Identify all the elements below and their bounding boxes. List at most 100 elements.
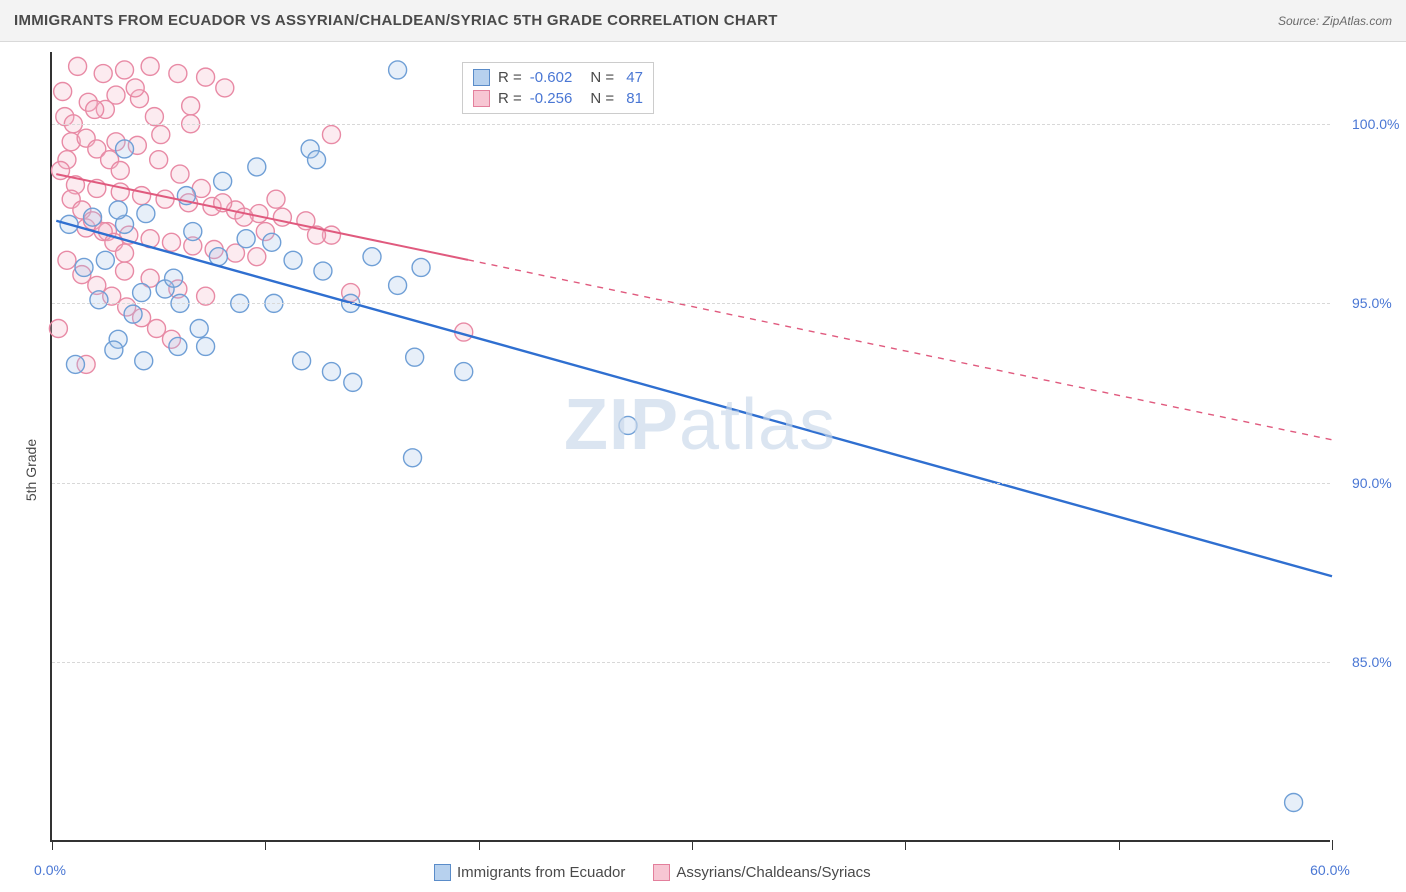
data-point xyxy=(54,83,72,101)
data-point xyxy=(182,97,200,115)
data-point xyxy=(406,348,424,366)
data-point xyxy=(137,205,155,223)
data-point xyxy=(75,258,93,276)
data-point xyxy=(111,162,129,180)
data-point xyxy=(322,126,340,144)
data-point xyxy=(248,158,266,176)
y-tick-label: 100.0% xyxy=(1352,116,1399,132)
data-point xyxy=(116,262,134,280)
data-point xyxy=(455,363,473,381)
legend-swatch xyxy=(434,864,451,881)
stats-legend-row: R = -0.256 N = 81 xyxy=(473,88,643,109)
data-point xyxy=(94,65,112,83)
stats-n-label: N = xyxy=(590,88,614,109)
data-point xyxy=(66,355,84,373)
x-tick xyxy=(1119,840,1120,850)
y-tick-label: 90.0% xyxy=(1352,475,1392,491)
x-tick-label: 0.0% xyxy=(34,862,66,878)
data-point xyxy=(49,320,67,338)
y-tick-label: 85.0% xyxy=(1352,654,1392,670)
x-tick xyxy=(1332,840,1333,850)
data-point xyxy=(133,284,151,302)
data-point xyxy=(248,248,266,266)
grid-line xyxy=(52,124,1330,125)
data-point xyxy=(308,151,326,169)
data-point xyxy=(165,269,183,287)
data-point xyxy=(169,337,187,355)
stats-legend-row: R = -0.602 N = 47 xyxy=(473,67,643,88)
data-point xyxy=(389,61,407,79)
x-tick xyxy=(692,840,693,850)
data-point xyxy=(116,140,134,158)
source-attribution: Source: ZipAtlas.com xyxy=(1278,14,1392,28)
trend-line-extrapolated xyxy=(468,260,1332,440)
data-point xyxy=(58,251,76,269)
y-tick-label: 95.0% xyxy=(1352,295,1392,311)
data-point xyxy=(314,262,332,280)
data-point xyxy=(124,305,142,323)
data-point xyxy=(133,187,151,205)
data-point xyxy=(169,65,187,83)
data-point xyxy=(363,248,381,266)
chart-area: ZIPatlas R = -0.602N = 47R = -0.256N = 8… xyxy=(0,42,1406,892)
data-point xyxy=(69,57,87,75)
chart-title: IMMIGRANTS FROM ECUADOR VS ASSYRIAN/CHAL… xyxy=(14,12,778,29)
legend-label: Assyrians/Chaldeans/Syriacs xyxy=(676,864,870,881)
stats-r-label: R = xyxy=(498,88,522,109)
x-tick xyxy=(265,840,266,850)
data-point xyxy=(126,79,144,97)
trend-line xyxy=(56,221,1332,577)
data-point xyxy=(96,251,114,269)
data-point xyxy=(412,258,430,276)
scatter-plot-svg xyxy=(52,52,1332,842)
legend-swatch xyxy=(653,864,670,881)
stats-n-value: 81 xyxy=(622,88,643,109)
data-point xyxy=(322,363,340,381)
stats-legend: R = -0.602 N = 47 R = -0.256 N = 81 xyxy=(462,62,654,114)
data-point xyxy=(389,276,407,294)
data-point xyxy=(150,151,168,169)
data-point xyxy=(237,230,255,248)
data-point xyxy=(197,68,215,86)
grid-line xyxy=(52,303,1330,304)
data-point xyxy=(293,352,311,370)
y-axis-title: 5th Grade xyxy=(23,439,39,501)
data-point xyxy=(107,86,125,104)
x-tick xyxy=(905,840,906,850)
stats-r-value: -0.602 xyxy=(530,67,573,88)
data-point xyxy=(284,251,302,269)
x-tick-label: 60.0% xyxy=(1310,862,1350,878)
data-point xyxy=(148,320,166,338)
stats-n-value: 47 xyxy=(622,67,643,88)
data-point xyxy=(344,373,362,391)
data-point xyxy=(197,337,215,355)
data-point xyxy=(116,244,134,262)
data-point xyxy=(105,341,123,359)
legend-label: Immigrants from Ecuador xyxy=(457,864,625,881)
data-point xyxy=(216,79,234,97)
data-point xyxy=(84,208,102,226)
stats-n-label: N = xyxy=(590,67,614,88)
data-point xyxy=(214,172,232,190)
data-point xyxy=(267,190,285,208)
stats-r-value: -0.256 xyxy=(530,88,573,109)
data-point xyxy=(116,61,134,79)
stats-r-label: R = xyxy=(498,67,522,88)
data-point xyxy=(90,291,108,309)
data-point xyxy=(156,190,174,208)
data-point xyxy=(162,233,180,251)
plot-box: ZIPatlas R = -0.602N = 47R = -0.256N = 8… xyxy=(50,52,1330,842)
data-point xyxy=(190,320,208,338)
legend-swatch xyxy=(473,90,490,107)
data-point xyxy=(263,233,281,251)
data-point xyxy=(152,126,170,144)
legend-item: Assyrians/Chaldeans/Syriacs xyxy=(653,864,870,881)
data-point xyxy=(171,165,189,183)
legend-swatch xyxy=(473,69,490,86)
data-point xyxy=(1285,794,1303,812)
data-point xyxy=(86,100,104,118)
data-point xyxy=(109,201,127,219)
data-point xyxy=(619,416,637,434)
x-tick xyxy=(479,840,480,850)
grid-line xyxy=(52,662,1330,663)
